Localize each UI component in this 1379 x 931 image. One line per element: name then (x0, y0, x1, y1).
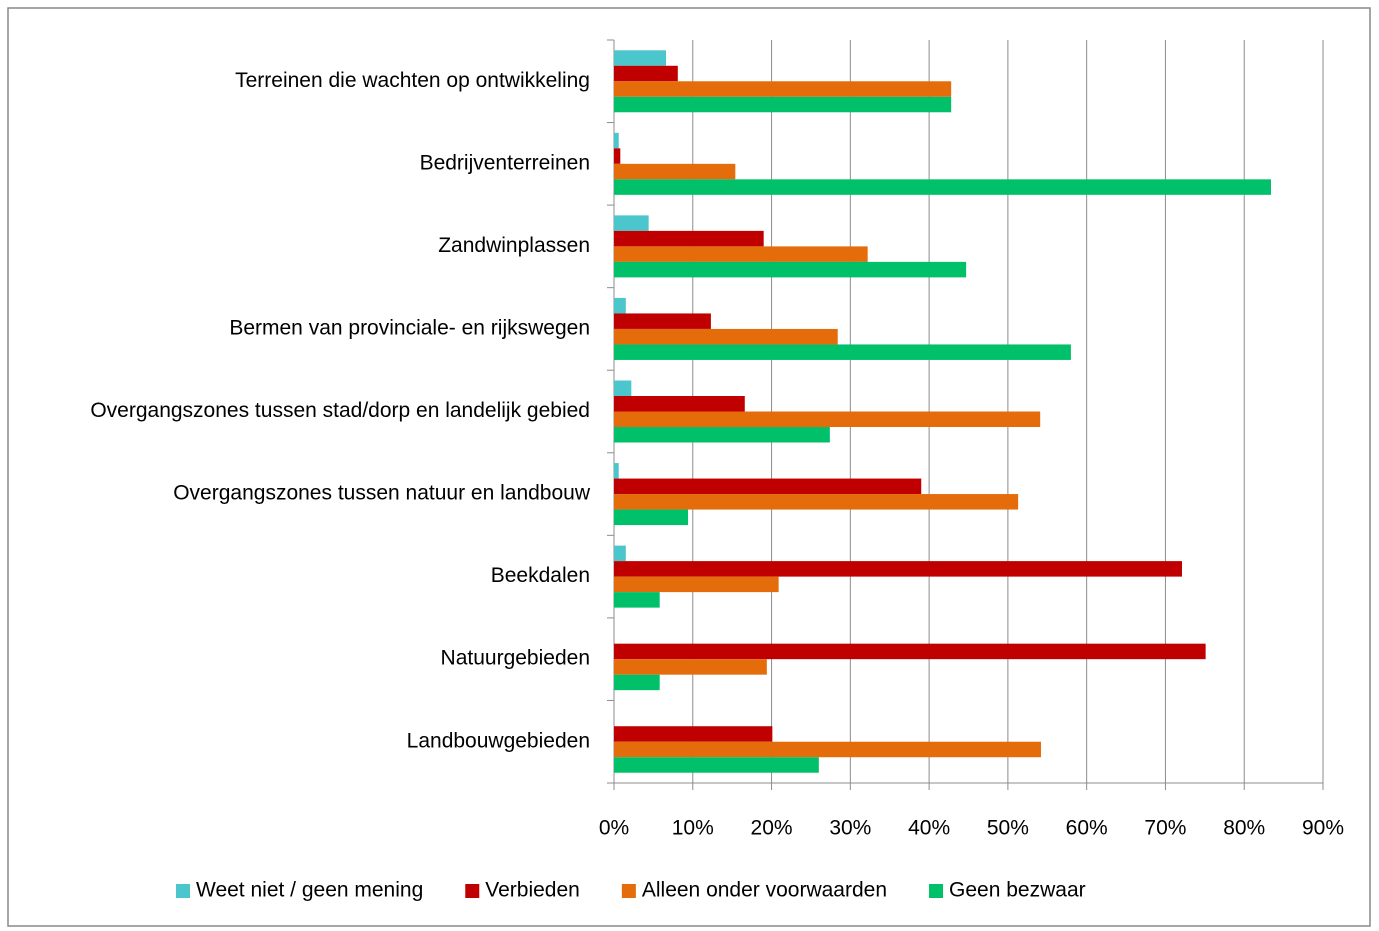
x-tick-label: 50% (987, 817, 1029, 840)
bar (614, 328, 838, 345)
bar (614, 561, 1182, 577)
bar (614, 50, 666, 66)
y-tick-label: Terreinen die wachten op ontwikkeling (235, 69, 590, 92)
x-tick-label: 40% (908, 817, 950, 840)
bar (614, 643, 1206, 660)
legend-label: Alleen onder voorwaarden (642, 879, 887, 902)
bar (614, 65, 678, 82)
bar (614, 674, 660, 691)
legend-label: Geen bezwaar (949, 879, 1086, 902)
bar (614, 344, 1071, 360)
y-tick-label: Natuurgebieden (441, 647, 590, 670)
x-tick-label: 70% (1144, 817, 1186, 840)
x-tick-label: 30% (829, 817, 871, 840)
bar (614, 396, 745, 412)
bar (614, 545, 626, 562)
bar (614, 576, 779, 593)
bar (614, 427, 830, 443)
bar (614, 741, 1041, 758)
y-tick-label: Overgangszones tussen natuur en landbouw (173, 482, 591, 505)
y-tick-label: Bedrijventerreinen (420, 151, 590, 174)
x-tick-label: 20% (751, 817, 793, 840)
y-tick-label: Landbouwgebieden (407, 729, 590, 752)
bar (614, 163, 736, 180)
bar (614, 411, 1041, 427)
bar (614, 726, 773, 742)
bar (614, 132, 619, 149)
x-tick-label: 0% (599, 817, 629, 840)
y-tick-label: Zandwinplassen (438, 234, 590, 257)
bar (614, 478, 922, 495)
bar (614, 659, 767, 675)
legend-label: Verbieden (485, 879, 580, 902)
legend-swatch (929, 884, 944, 898)
bar (614, 246, 868, 262)
y-tick-label: Bermen van provinciale- en rijkswegen (229, 316, 590, 339)
bar (614, 509, 689, 526)
x-tick-label: 60% (1066, 817, 1108, 840)
y-tick-label: Beekdalen (491, 564, 590, 587)
bar (614, 96, 952, 113)
bar (614, 179, 1272, 195)
bar (614, 757, 819, 773)
bar (614, 148, 621, 164)
x-tick-label: 90% (1302, 817, 1344, 840)
x-tick-label: 80% (1223, 817, 1265, 840)
chart-border (7, 7, 1371, 927)
bar (614, 592, 660, 608)
bar (614, 313, 711, 329)
bar (614, 380, 632, 396)
bar (614, 81, 952, 97)
y-tick-label: Overgangszones tussen stad/dorp en lande… (90, 399, 590, 422)
x-tick-label: 10% (672, 817, 714, 840)
bar (614, 261, 967, 278)
legend-swatch (621, 884, 636, 898)
bar (614, 215, 649, 231)
legend-label: Weet niet / geen mening (196, 879, 423, 902)
bar (614, 494, 1019, 510)
legend-swatch (176, 884, 190, 898)
bar (614, 297, 626, 314)
legend-swatch (465, 884, 480, 898)
bar (614, 463, 619, 479)
bar (614, 230, 764, 247)
